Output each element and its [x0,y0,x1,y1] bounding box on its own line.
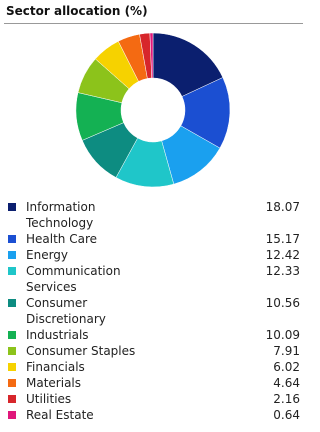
legend-value: 18.07 [265,200,300,214]
legend: Information Technology 18.07 Health Care 15… [8,199,300,423]
legend-label: Communication Services [26,264,121,294]
legend-value: 10.56 [265,296,300,310]
legend-swatch [8,347,16,355]
legend-row: Consumer Discretionary 10.56 [8,295,300,327]
legend-swatch [8,299,16,307]
wedge [149,32,154,79]
legend-row: Real Estate 0.64 [8,407,300,423]
title-rule [4,23,303,24]
legend-row: Consumer Staples 7.91 [8,343,300,359]
legend-row: Materials 4.64 [8,375,300,391]
legend-value: 4.64 [273,376,300,390]
legend-value: 10.09 [265,328,300,342]
legend-value: 0.64 [273,408,300,422]
legend-value: 12.42 [265,248,300,262]
legend-label: Materials [26,376,82,390]
legend-label: Consumer Staples [26,344,136,358]
legend-swatch [8,379,16,387]
chart: Sector allocation (%) Information Techno… [4,4,303,423]
chart-title: Sector allocation (%) [6,4,148,18]
legend-value: 2.16 [273,392,300,406]
legend-row: Energy 12.42 [8,247,300,263]
legend-label: Utilities [26,392,72,406]
legend-row: Information Technology 18.07 [8,199,300,231]
legend-label: Real Estate [26,408,94,422]
donut [75,32,231,188]
legend-row: Health Care 15.17 [8,231,300,247]
legend-label: Industrials [26,328,89,342]
legend-label: Information Technology [26,200,96,230]
legend-label: Health Care [26,232,98,246]
legend-value: 7.91 [273,344,300,358]
legend-label: Financials [26,360,85,374]
legend-row: Financials 6.02 [8,359,300,375]
legend-swatch [8,203,16,211]
legend-label: Consumer Discretionary [26,296,106,326]
legend-row: Utilities 2.16 [8,391,300,407]
legend-value: 6.02 [273,360,300,374]
legend-swatch [8,251,16,259]
legend-value: 15.17 [265,232,300,246]
legend-value: 12.33 [265,264,300,278]
legend-swatch [8,411,16,419]
legend-label: Energy [26,248,69,262]
legend-row: Communication Services 12.33 [8,263,300,295]
legend-swatch [8,331,16,339]
legend-swatch [8,267,16,275]
legend-row: Industrials 10.09 [8,327,300,343]
legend-swatch [8,363,16,371]
legend-swatch [8,395,16,403]
legend-swatch [8,235,16,243]
